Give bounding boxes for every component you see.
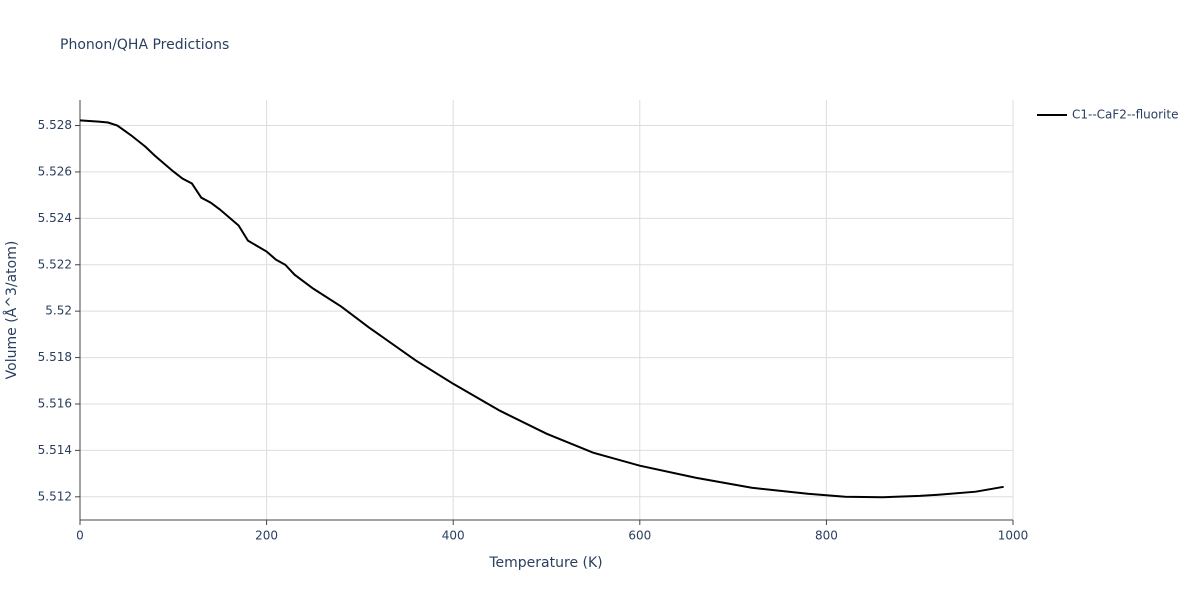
x-tick-label: 800: [815, 529, 838, 543]
chart-title: Phonon/QHA Predictions: [60, 37, 229, 53]
y-tick-label: 5.516: [38, 396, 72, 410]
x-tick-label: 200: [255, 529, 278, 543]
y-tick-label: 5.514: [38, 443, 72, 457]
x-axis-title: Temperature (K): [488, 555, 602, 571]
y-tick-label: 5.524: [38, 211, 72, 225]
y-tick-label: 5.522: [38, 257, 72, 271]
legend-label: C1--CaF2--fluorite: [1072, 108, 1178, 122]
data-line: [79, 119, 1004, 499]
x-tick-label: 1000: [998, 529, 1029, 543]
y-tick-label: 5.512: [38, 489, 72, 503]
y-tick-label: 5.526: [38, 164, 72, 178]
y-axis-title: Volume (Å^3/atom): [3, 241, 20, 380]
x-tick-label: 600: [628, 529, 651, 543]
x-tick-label: 400: [442, 529, 465, 543]
y-tick-label: 5.52: [45, 304, 72, 318]
x-tick-label: 0: [76, 529, 84, 543]
y-tick-label: 5.518: [38, 350, 72, 364]
y-tick-label: 5.528: [38, 118, 72, 132]
